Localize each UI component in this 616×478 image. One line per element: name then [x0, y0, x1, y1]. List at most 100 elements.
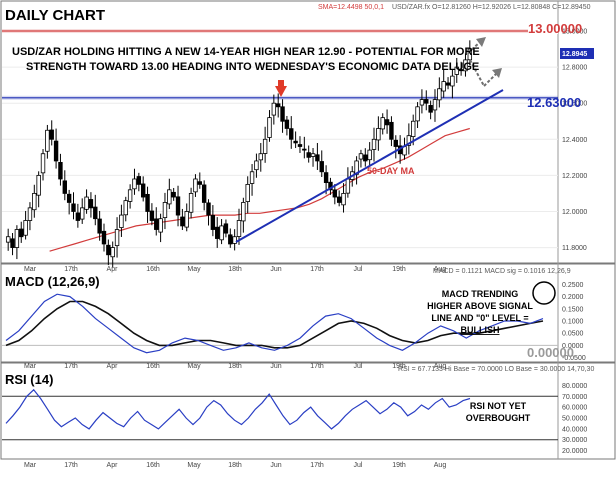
candle-body	[228, 234, 233, 245]
candle-body	[415, 106, 420, 122]
candle-body	[323, 172, 329, 184]
indicator-layer	[2, 293, 558, 441]
candle-body	[167, 189, 172, 205]
candle-body	[175, 196, 181, 216]
macd-tick-label: 0.0000	[562, 343, 584, 350]
candle-body	[140, 183, 146, 198]
candle-body	[241, 202, 246, 222]
x-tick-label: Apr	[107, 266, 119, 273]
candle-body	[219, 225, 224, 241]
candle-body	[437, 88, 442, 101]
candle-body	[328, 181, 333, 191]
x-tick-label: Mar	[24, 462, 37, 469]
candle-body	[306, 152, 311, 158]
macd-tick-label: 0.1500	[562, 306, 584, 313]
headline-line-2: STRENGTH TOWARD 13.00 HEADING INTO WEDNE…	[26, 61, 479, 73]
projection-rebound-line	[483, 73, 497, 87]
candle-body	[332, 189, 338, 198]
level-13-label-bg	[528, 25, 558, 34]
rsi-tick-label: 80.0000	[562, 383, 587, 390]
candle-body	[158, 218, 163, 233]
x-tick-label: May	[187, 363, 201, 370]
candle-body	[188, 193, 194, 213]
x-tick-label: Aug	[434, 363, 447, 370]
candle-body	[106, 244, 111, 256]
x-tick-label: 19th	[392, 462, 406, 469]
down-arrow-shaft	[278, 80, 284, 87]
candle-body	[5, 236, 11, 243]
projection-up-arrow-line	[467, 41, 481, 54]
uptrend-line	[235, 89, 504, 243]
candle-body	[101, 230, 107, 245]
rsi-tick-label: 50.0000	[562, 416, 587, 423]
candle-body	[215, 226, 220, 239]
x-tick-label: 17th	[64, 363, 78, 370]
x-tick-label: Apr	[107, 462, 119, 469]
level-layer	[2, 29, 558, 100]
candle-body	[49, 129, 54, 140]
candle-body	[406, 135, 412, 146]
candle-body	[358, 153, 364, 160]
candle-body	[45, 129, 50, 152]
candle-body	[110, 247, 115, 258]
candle-body	[19, 228, 24, 238]
candle-body	[302, 148, 307, 151]
candle-body	[336, 196, 342, 203]
price-tick-label: 11.8000	[562, 245, 587, 252]
projection-rebound-arrow-icon	[492, 68, 502, 78]
candle-body	[201, 184, 207, 203]
macd-note-2: HIGHER ABOVE SIGNAL	[427, 301, 533, 311]
rsi-note-1: RSI NOT YET	[470, 401, 527, 411]
candle-body	[245, 184, 250, 202]
candle-body	[458, 69, 464, 72]
candle-body	[376, 128, 381, 141]
candle-body	[14, 229, 20, 248]
rsi-tick-label: 60.0000	[562, 405, 587, 412]
candle-body	[275, 103, 281, 108]
macd-line	[5, 293, 544, 354]
candle-body	[123, 200, 128, 216]
price-panel-frame	[0, 0, 616, 264]
x-tick-label: Jul	[354, 266, 363, 273]
candle-body	[445, 82, 451, 86]
x-tick-label: May	[187, 266, 201, 273]
candle-body	[97, 218, 102, 234]
candle-body	[53, 140, 59, 162]
rsi-line	[5, 388, 471, 430]
candle-body	[363, 154, 368, 162]
macd-tick-label: 0.0500	[562, 331, 584, 338]
candle-body	[271, 102, 277, 116]
candle-body	[289, 128, 294, 140]
candle-body	[432, 99, 438, 111]
x-tick-label: 16th	[146, 363, 160, 370]
candle-body	[223, 223, 229, 234]
macd-title: MACD (12,26,9)	[5, 274, 100, 289]
candle-body	[450, 75, 455, 87]
candle-body	[367, 149, 372, 161]
candle-body	[23, 220, 28, 236]
rsi-tick-label: 30.0000	[562, 437, 587, 444]
projection-up-arrow-icon	[476, 37, 486, 47]
x-tick-label: 17th	[64, 266, 78, 273]
macd-note-3: LINE AND "0" LEVEL =	[431, 313, 528, 323]
x-tick-label: 19th	[392, 266, 406, 273]
x-tick-label: Jul	[354, 462, 363, 469]
macd-signal-line	[5, 300, 544, 349]
rsi-tick-label: 40.0000	[562, 426, 587, 433]
candle-body	[236, 220, 242, 237]
candle-body	[467, 48, 473, 61]
candle-body	[262, 138, 268, 154]
x-tick-label: Aug	[434, 266, 447, 273]
candle-body	[389, 121, 394, 140]
candle-body	[66, 193, 72, 203]
x-tick-label: Apr	[107, 363, 119, 370]
x-tick-label: 18th	[228, 462, 242, 469]
macd-tick-label: 0.1000	[562, 319, 584, 326]
candle-layer	[5, 40, 473, 268]
candle-body	[428, 105, 433, 113]
candle-body	[162, 202, 168, 219]
price-tick-label: 12.8000	[562, 65, 587, 72]
headline-line-1: USD/ZAR HOLDING HITTING A NEW 14-YEAR HI…	[12, 46, 480, 58]
macd-tick-label: 0.2000	[562, 294, 584, 301]
candle-body	[10, 238, 15, 248]
